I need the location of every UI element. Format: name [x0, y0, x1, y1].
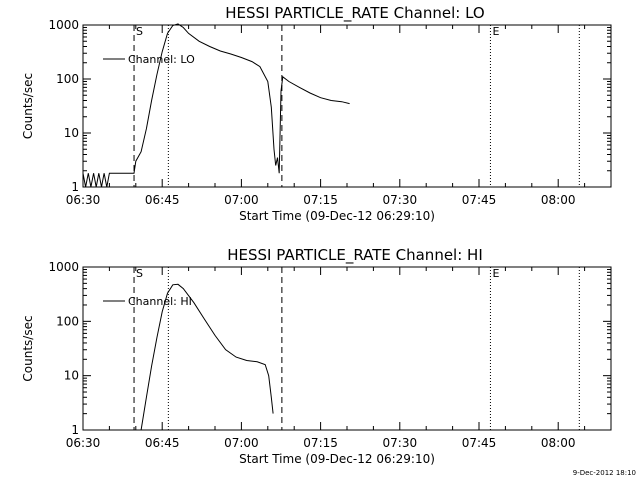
y-tick-label: 100 [56, 314, 79, 328]
chart-panel-lo: HESSI PARTICLE_RATE Channel: LO Start Ti… [21, 4, 612, 223]
y-tick-label: 1 [71, 180, 79, 194]
legend-label: Channel: HI [128, 295, 192, 308]
x-tick-label: 07:00 [224, 193, 259, 207]
chart-panel-hi: HESSI PARTICLE_RATE Channel: HI Start Ti… [21, 246, 612, 466]
x-tick-label: 06:30 [66, 436, 101, 450]
x-tick-label: 07:15 [303, 436, 338, 450]
y-axis-label: Counts/sec [21, 315, 35, 381]
y-tick-label: 100 [56, 72, 79, 86]
y-tick-label: 1000 [48, 18, 79, 32]
x-tick-label: 07:00 [224, 436, 259, 450]
event-marker-label: E [492, 25, 499, 38]
x-tick-label: 06:45 [145, 436, 180, 450]
x-tick-label: 08:00 [541, 193, 576, 207]
series-line [82, 23, 350, 188]
plot-frame [82, 266, 612, 431]
y-axis-label: Counts/sec [21, 73, 35, 139]
chart-title: HESSI PARTICLE_RATE Channel: HI [227, 246, 483, 265]
y-tick-label: 1 [71, 423, 79, 437]
x-tick-label: 07:45 [462, 193, 497, 207]
y-tick-label: 1000 [48, 260, 79, 274]
x-tick-label: 08:00 [541, 436, 576, 450]
x-tick-label: 07:30 [383, 193, 418, 207]
x-axis-label: Start Time (09-Dec-12 06:29:10) [239, 452, 435, 466]
y-tick-label: 10 [64, 369, 79, 383]
event-marker-label: S [136, 267, 143, 280]
x-tick-label: 06:30 [66, 193, 101, 207]
legend-label: Channel: LO [128, 53, 195, 66]
x-axis-label: Start Time (09-Dec-12 06:29:10) [239, 209, 435, 223]
timestamp-stamp: 9-Dec-2012 18:10 [573, 469, 636, 477]
chart-title: HESSI PARTICLE_RATE Channel: LO [225, 4, 484, 23]
y-tick-label: 10 [64, 126, 79, 140]
x-tick-label: 07:15 [303, 193, 338, 207]
event-marker-label: E [492, 267, 499, 280]
x-tick-label: 07:30 [383, 436, 418, 450]
series-line [140, 283, 274, 431]
x-tick-label: 07:45 [462, 436, 497, 450]
plot-frame [82, 24, 612, 188]
x-tick-label: 06:45 [145, 193, 180, 207]
event-marker-label: S [136, 25, 143, 38]
